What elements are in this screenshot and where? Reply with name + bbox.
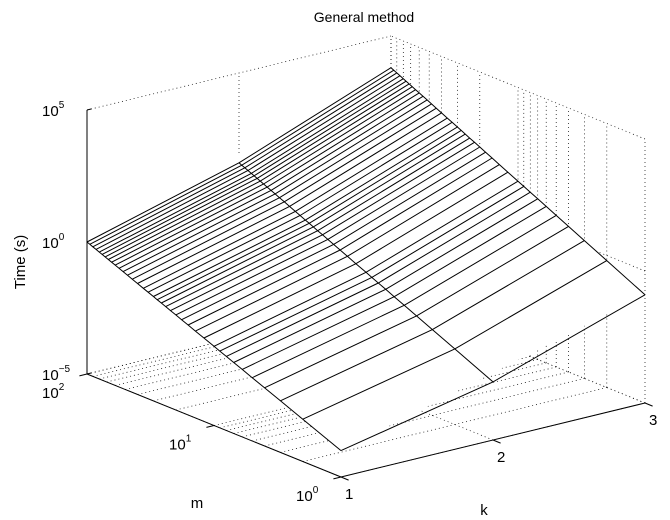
time-tick-label: 105: [42, 100, 65, 120]
surface-mesh: [86, 67, 646, 452]
m-tick-label: 101: [169, 434, 192, 454]
time-tick-mark: [86, 372, 92, 375]
y-axis-label: m: [191, 495, 204, 512]
m-tick-mark: [79, 373, 88, 377]
k-tick-label: 3: [649, 412, 657, 429]
k-tick-mark: [340, 476, 349, 481]
time-tick-label: 10−5: [42, 364, 71, 384]
m-tick-label: 102: [42, 382, 65, 402]
k-tick-mark: [492, 439, 501, 444]
chart-title: General method: [314, 9, 414, 25]
back-wall-gridline-time: [86, 35, 392, 111]
k-tick-label: 1: [345, 486, 353, 503]
x-axis-label: k: [480, 502, 488, 519]
axis-tick-labels: 10−5 100 105 100 101 102 1 2 3: [42, 100, 657, 505]
k-tick-label: 2: [497, 449, 505, 466]
m-tick-mark: [206, 425, 215, 428]
time-tick-label: 100: [42, 232, 65, 252]
surface-mesh-line-k: [86, 241, 342, 451]
z-axis-label: Time (s): [12, 235, 29, 289]
floor-gridline-m: [302, 387, 607, 462]
right-wall-gridline-time: [390, 35, 646, 140]
m-tick-label: 100: [296, 485, 319, 505]
m-tick-mark: [333, 476, 342, 480]
surface-fill: [87, 67, 645, 451]
surface-mesh-line-k: [390, 67, 646, 296]
k-tick-mark: [644, 402, 653, 407]
time-tick-mark: [86, 108, 92, 111]
surface-mesh-line-k: [238, 162, 494, 383]
